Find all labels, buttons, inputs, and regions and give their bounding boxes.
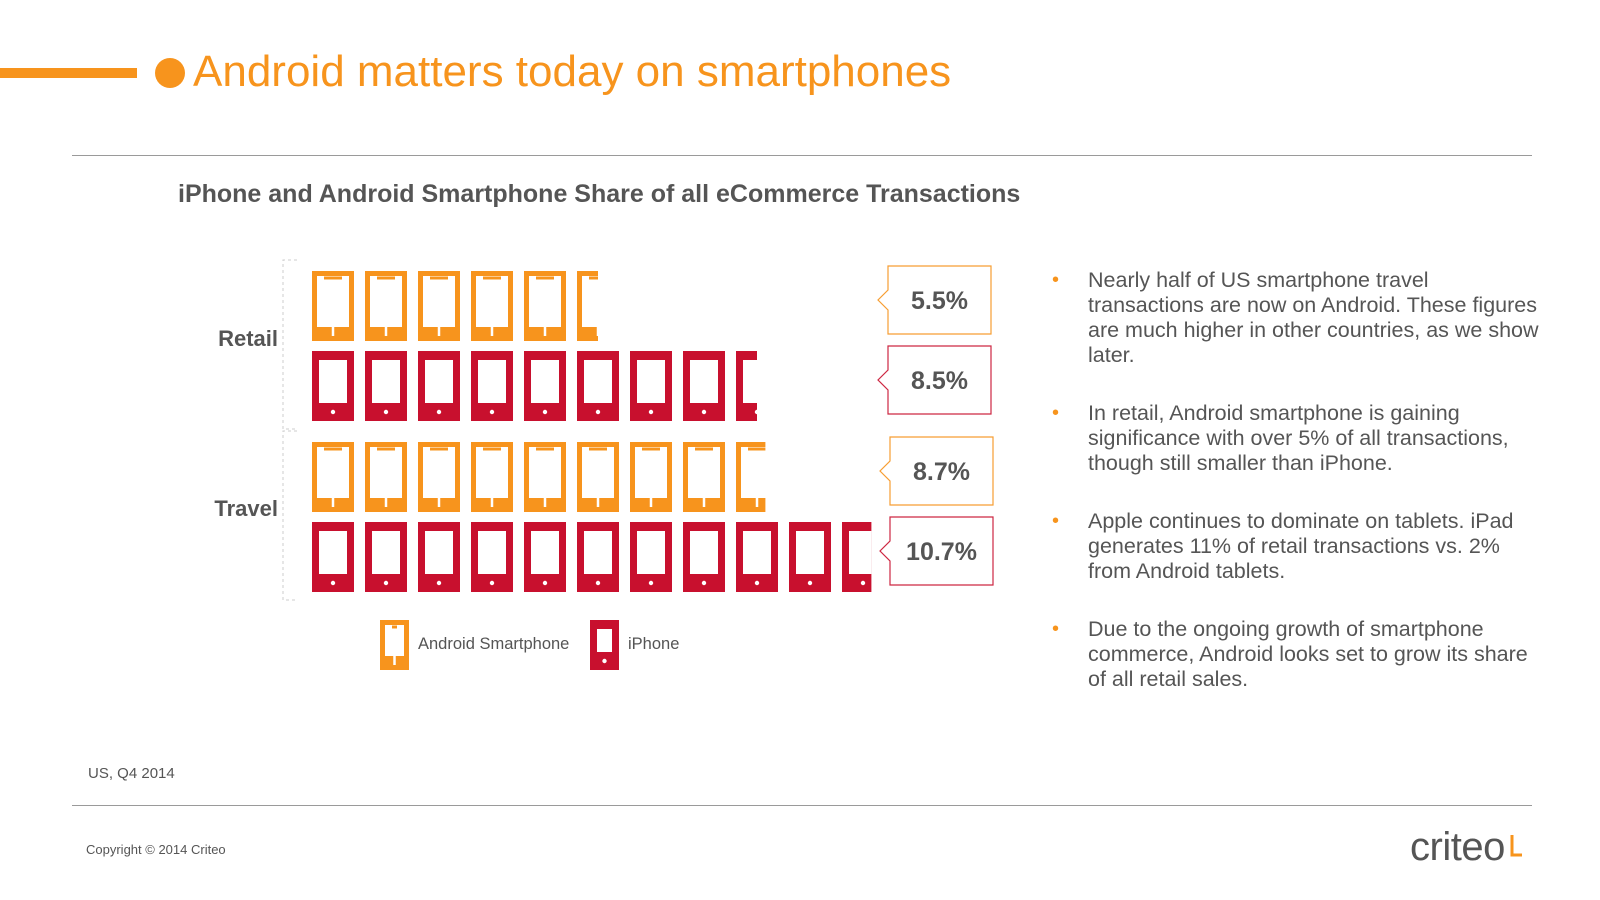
android-phone-icon	[471, 271, 513, 341]
category-label: Travel	[214, 496, 278, 521]
android-phone-icon	[312, 442, 354, 512]
iphone-icon	[312, 351, 354, 421]
legend-label: Android Smartphone	[418, 635, 569, 653]
value-callout: 5.5%	[877, 265, 992, 335]
legend-label: iPhone	[628, 635, 679, 653]
partial-icon-group	[577, 271, 598, 341]
page-title: Android matters today on smartphones	[193, 47, 952, 96]
data-label: 8.5%	[911, 367, 968, 395]
legend-iphone-icon	[590, 620, 619, 670]
iphone-icon	[630, 351, 672, 421]
android-phone-icon	[524, 442, 566, 512]
data-label: 5.5%	[911, 287, 968, 315]
android-phone-icon	[365, 271, 407, 341]
iphone-icon	[789, 522, 831, 592]
iphone-icon	[418, 522, 460, 592]
bullet-dot-icon: •	[1052, 402, 1060, 424]
android-phone-icon	[418, 442, 460, 512]
title-accent-bar	[0, 68, 137, 78]
category-label: Retail	[218, 326, 278, 351]
android-phone-icon	[683, 442, 725, 512]
value-callout: 10.7%	[879, 516, 994, 586]
partial-icon-group	[736, 442, 766, 512]
title-bullet-dot	[155, 58, 185, 88]
icon-row	[312, 522, 872, 592]
android-phone-icon	[365, 442, 407, 512]
bullet-dot-icon: •	[1052, 269, 1060, 291]
iphone-icon	[630, 522, 672, 592]
criteo-logo-mark-icon	[1510, 835, 1522, 857]
android-phone-icon-partial	[736, 442, 766, 512]
value-callout: 8.5%	[877, 345, 992, 415]
icon-row	[312, 351, 757, 421]
iphone-icon	[471, 351, 513, 421]
bullet-dot-icon: •	[1052, 618, 1060, 640]
android-phone-icon	[577, 442, 619, 512]
iphone-icon	[683, 351, 725, 421]
data-label: 10.7%	[906, 538, 977, 566]
android-phone-icon	[630, 442, 672, 512]
iphone-icon	[365, 522, 407, 592]
iphone-icon	[577, 351, 619, 421]
copyright-text: Copyright © 2014 Criteo	[86, 842, 226, 857]
partial-icon-group	[736, 351, 757, 421]
iphone-icon	[524, 351, 566, 421]
iphone-icon-partial	[842, 522, 872, 592]
legend-android-phone-icon	[380, 620, 409, 670]
bottom-divider	[72, 805, 1532, 806]
criteo-logo: criteo	[1410, 825, 1505, 869]
iphone-icon-partial	[736, 351, 757, 421]
android-phone-icon	[312, 271, 354, 341]
partial-icon-group	[842, 522, 872, 592]
iphone-icon	[577, 522, 619, 592]
iphone-icon	[312, 522, 354, 592]
insight-text: Apple continues to dominate on tablets. …	[1088, 509, 1514, 583]
insight-text: Due to the ongoing growth of smartphone …	[1088, 617, 1528, 691]
category-bracket	[282, 430, 297, 601]
insight-item: • Nearly half of US smartphone travel tra…	[1046, 268, 1546, 368]
iphone-icon	[683, 522, 725, 592]
android-phone-icon	[418, 271, 460, 341]
android-phone-icon	[471, 442, 513, 512]
value-callout: 8.7%	[879, 436, 994, 506]
iphone-icon	[736, 522, 778, 592]
android-phone-icon-partial	[577, 271, 598, 341]
iphone-icon	[418, 351, 460, 421]
source-note: US, Q4 2014	[88, 765, 175, 782]
insight-list: • Nearly half of US smartphone travel tra…	[1046, 268, 1546, 725]
insight-item: • Apple continues to dominate on tablets.…	[1046, 509, 1546, 584]
insight-text: Nearly half of US smartphone travel tran…	[1088, 268, 1539, 367]
top-divider	[72, 155, 1532, 156]
chart-legend: Android Smartphone iPhone	[380, 620, 679, 670]
insight-text: In retail, Android smartphone is gaining…	[1088, 401, 1509, 475]
data-label: 8.7%	[913, 458, 970, 486]
iphone-icon	[471, 522, 513, 592]
icon-row	[312, 442, 766, 512]
icon-row	[312, 271, 598, 341]
iphone-icon	[365, 351, 407, 421]
insight-item: • Due to the ongoing growth of smartphone…	[1046, 617, 1546, 692]
chart-title: iPhone and Android Smartphone Share of a…	[178, 180, 1021, 208]
iphone-icon	[524, 522, 566, 592]
android-phone-icon	[524, 271, 566, 341]
bullet-dot-icon: •	[1052, 510, 1060, 532]
category-bracket	[282, 259, 297, 430]
insight-item: • In retail, Android smartphone is gainin…	[1046, 401, 1546, 476]
